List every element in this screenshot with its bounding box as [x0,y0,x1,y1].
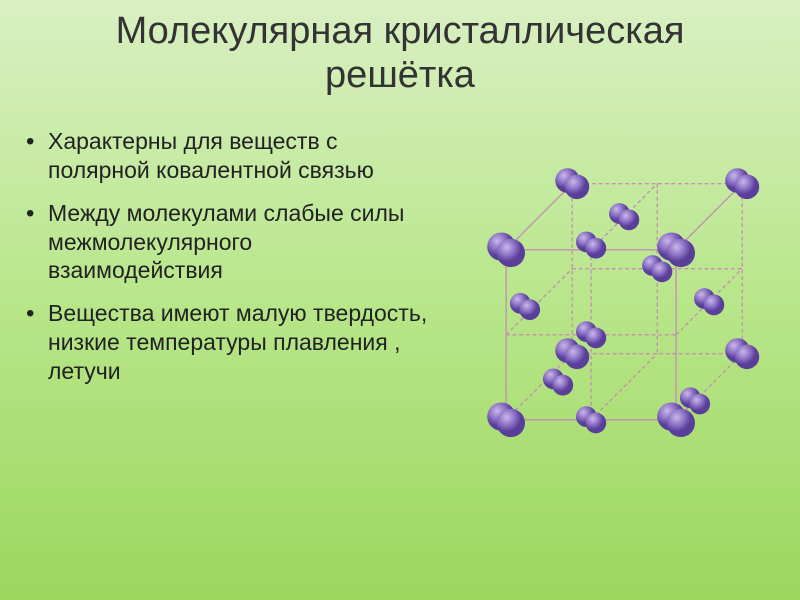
slide-content: Характерны для веществ с полярной ковале… [0,97,800,467]
bullet-list: Характерны для веществ с полярной ковале… [20,117,440,467]
list-item: Характерны для веществ с полярной ковале… [20,127,430,185]
lattice-svg [440,127,780,467]
title-line-1: Молекулярная кристаллическая [116,10,685,52]
slide-title: Молекулярная кристаллическая решётка [0,0,800,97]
list-item: Между молекулами слабые силы межмолекуля… [20,199,430,285]
crystal-lattice-diagram [440,127,780,467]
title-line-2: решётка [325,54,475,96]
list-item: Вещества имеют малую твердость, низкие т… [20,299,430,385]
